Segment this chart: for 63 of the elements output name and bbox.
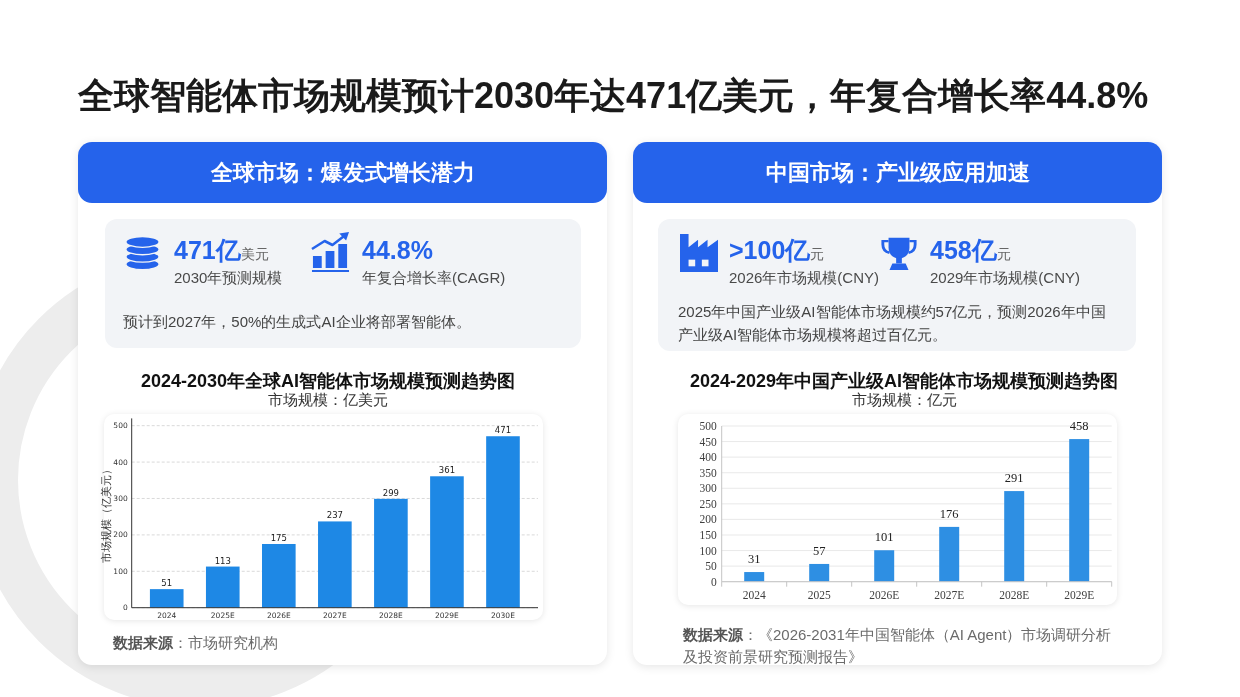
text: 全球智能体市场规模预计2030年达471亿美元，年复合增长率44.8%	[78, 75, 1149, 116]
y-axis-title: 市场规模（亿美元）	[100, 463, 112, 563]
data-label: 471	[494, 425, 512, 436]
bar	[874, 550, 895, 582]
text: 美元	[240, 245, 269, 262]
bar	[262, 543, 296, 608]
text: 44.8%	[362, 235, 433, 264]
y-tick-label: 450	[699, 435, 717, 448]
bar	[1069, 439, 1090, 582]
x-tick-label: 2025	[807, 589, 831, 602]
x-tick-label: 2024	[742, 589, 766, 602]
y-tick-label: 300	[699, 482, 717, 495]
y-tick-label: 0	[710, 575, 717, 588]
x-tick-label: 2028E	[999, 589, 1030, 602]
y-tick-label: 250	[699, 497, 717, 510]
text: 2029年市场规模(CNY)	[930, 269, 1081, 287]
data-label: 237	[326, 510, 343, 521]
data-label: 113	[214, 555, 231, 566]
bar	[205, 566, 240, 608]
data-label: 101	[874, 530, 894, 545]
data-label: 31	[747, 552, 761, 567]
x-tick-label: 2029E	[1064, 589, 1095, 602]
text: 数据来源：《2026-2031年中国智能体（AI Agent）市场调研分析及投资前景研究预测报告》	[683, 625, 1113, 667]
y-tick-label: 400	[699, 451, 717, 464]
y-tick-label: 100	[699, 544, 717, 557]
text: 2026年市场规模(CNY)	[729, 269, 880, 287]
text: 预计到2027年，50%的生成式AI企业将部署智能体。	[123, 312, 472, 333]
data-label: 299	[382, 487, 400, 498]
bar	[486, 436, 520, 608]
bar	[1004, 491, 1025, 582]
chart-subtitle: 市场规模：亿美元	[268, 391, 388, 408]
data-label: 291	[1004, 471, 1024, 486]
bar	[318, 521, 352, 608]
text: 年复合增长率(CAGR)	[362, 269, 506, 287]
text: 2030年预测规模	[174, 269, 283, 287]
data-label: 175	[270, 532, 287, 543]
text: 元	[810, 245, 825, 262]
bar	[430, 476, 464, 608]
y-tick-label: 500	[699, 420, 717, 432]
y-tick-label: 150	[699, 528, 717, 541]
bar	[809, 563, 830, 582]
y-tick-label: 350	[699, 466, 717, 479]
data-label: 51	[161, 578, 173, 589]
bar	[939, 526, 960, 582]
x-tick-label: 2027E	[934, 589, 965, 602]
chart-subtitle: 市场规模：亿元	[851, 391, 957, 408]
chart-title: 2024-2029年中国产业级AI智能体市场规模预测趋势图	[689, 371, 1119, 391]
data-label: 458	[1069, 419, 1089, 434]
chart-title: 2024-2030年全球AI智能体市场规模预测趋势图	[140, 371, 516, 391]
bar	[744, 572, 765, 582]
data-label: 361	[438, 465, 456, 476]
data-label: 176	[939, 506, 959, 521]
y-tick-label: 50	[705, 560, 717, 573]
text: 中国市场：产业级应用加速	[765, 159, 1030, 185]
text: 2025年中国产业级AI智能体市场规模约57亿元，预测2026年中国产业级AI智能体市场规模将超过百亿元。	[678, 302, 1106, 346]
bar	[374, 498, 408, 608]
text: 全球市场：爆发式增长潜力	[210, 159, 475, 185]
text: 元	[996, 245, 1011, 262]
x-tick-label: 2026E	[869, 589, 900, 602]
text: 数据来源：市场研究机构	[113, 633, 279, 653]
y-tick-label: 200	[699, 513, 717, 526]
bar	[149, 589, 184, 608]
data-label: 57	[812, 543, 826, 558]
